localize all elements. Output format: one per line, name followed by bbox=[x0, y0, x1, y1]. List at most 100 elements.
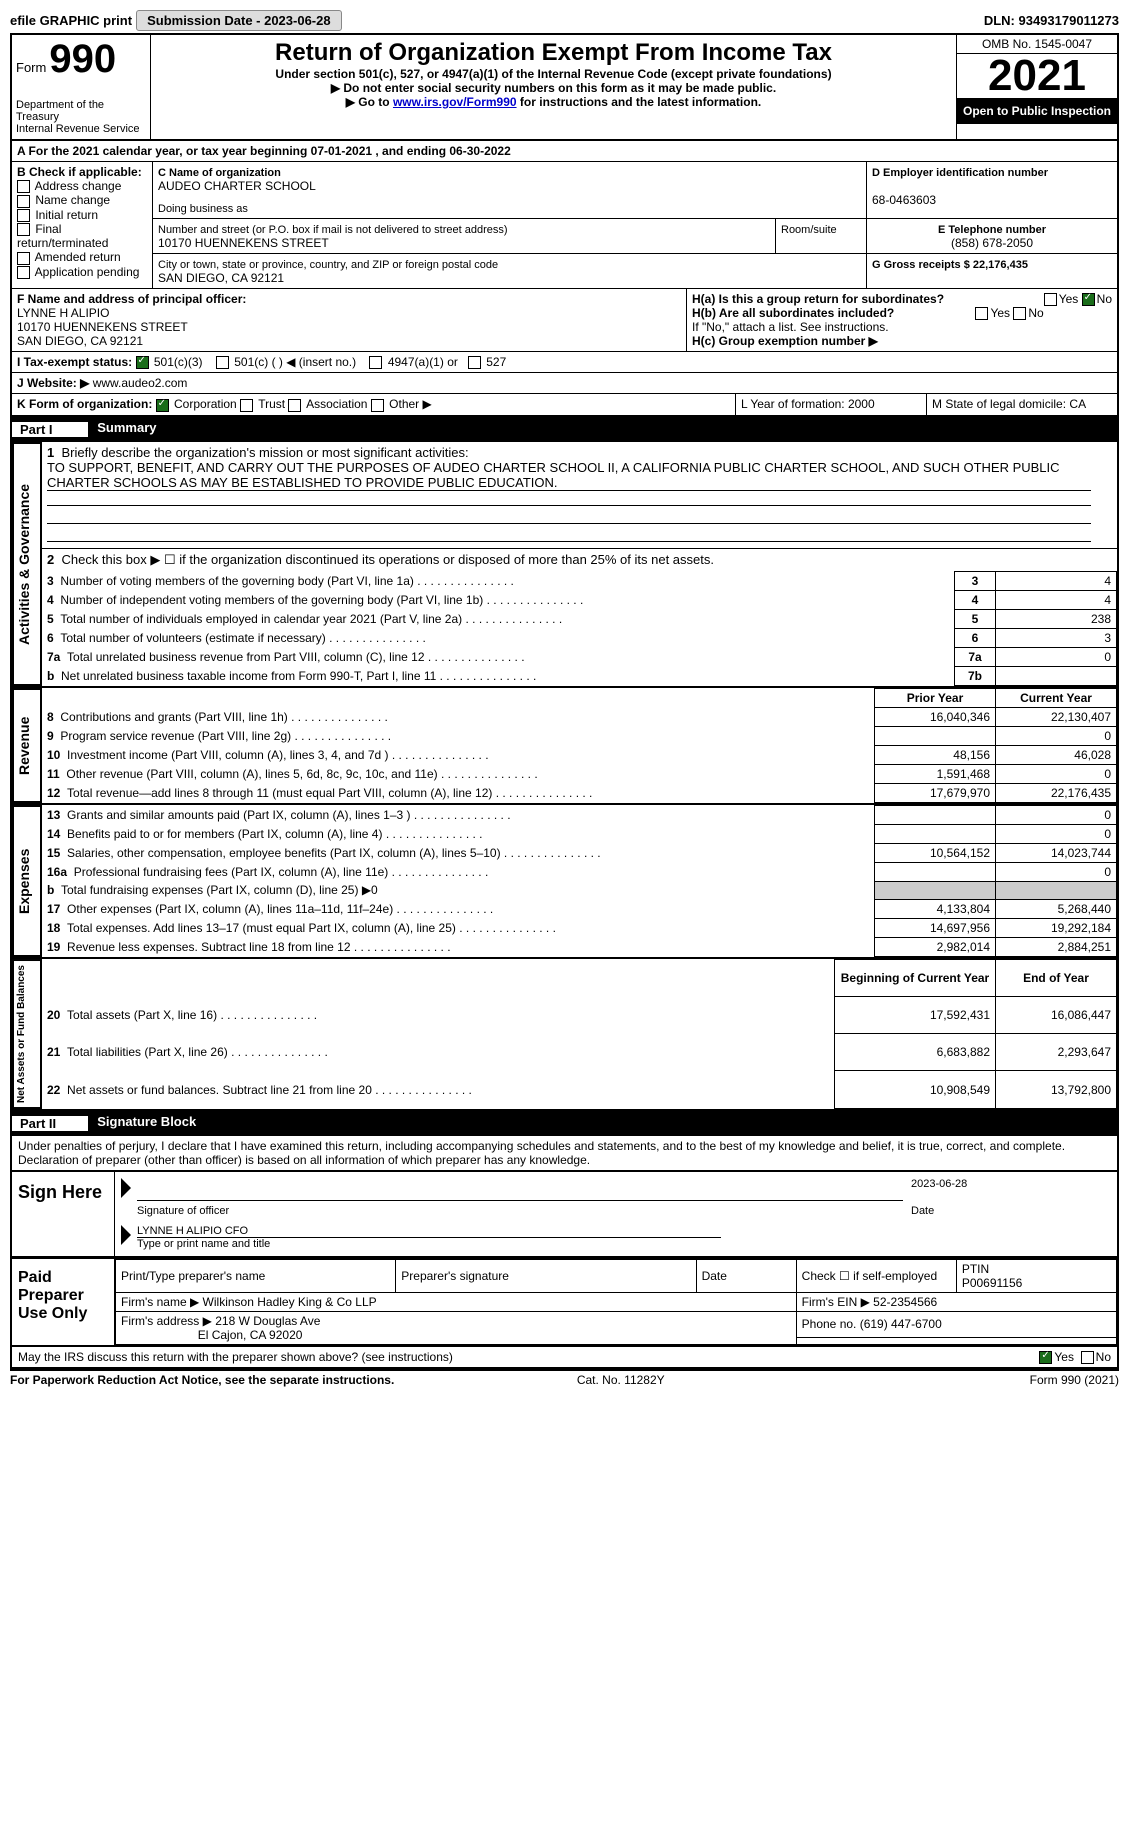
table-row: 6 Total number of volunteers (estimate i… bbox=[42, 628, 1117, 647]
c-label: C Name of organization bbox=[158, 167, 281, 179]
table-row: 4 Number of independent voting members o… bbox=[42, 590, 1117, 609]
officer-city: SAN DIEGO, CA 92121 bbox=[17, 334, 143, 348]
b-opt-4: Amended return bbox=[35, 250, 121, 264]
ptin-value: P00691156 bbox=[962, 1276, 1023, 1290]
application-pending-checkbox[interactable] bbox=[17, 266, 30, 279]
table-row: 9 Program service revenue (Part VIII, li… bbox=[42, 726, 1117, 745]
table-row: 20 Total assets (Part X, line 16) 17,592… bbox=[42, 996, 1117, 1033]
discuss-no: No bbox=[1096, 1350, 1111, 1364]
mission-text: TO SUPPORT, BENEFIT, AND CARRY OUT THE P… bbox=[47, 460, 1091, 491]
arrow-icon bbox=[121, 1178, 131, 1198]
tax-year: 2021 bbox=[957, 54, 1117, 98]
hb-note: If "No," attach a list. See instructions… bbox=[692, 320, 1112, 334]
b-label: B Check if applicable: bbox=[17, 165, 142, 179]
527-checkbox[interactable] bbox=[468, 356, 481, 369]
table-row: 11 Other revenue (Part VIII, column (A),… bbox=[42, 764, 1117, 783]
amended-return-checkbox[interactable] bbox=[17, 252, 30, 265]
k-opt-0: Corporation bbox=[174, 397, 237, 411]
prep-name-label: Print/Type preparer's name bbox=[116, 1259, 396, 1292]
table-row: 14 Benefits paid to or for members (Part… bbox=[42, 824, 1117, 843]
type-name-label: Type or print name and title bbox=[137, 1238, 1111, 1250]
d-label: D Employer identification number bbox=[872, 167, 1048, 179]
table-row: 12 Total revenue—add lines 8 through 11 … bbox=[42, 783, 1117, 802]
ha-no: No bbox=[1097, 292, 1112, 306]
firm-name: Wilkinson Hadley King & Co LLP bbox=[203, 1295, 377, 1309]
prep-date-label: Date bbox=[696, 1259, 796, 1292]
addr-value: 10170 HUENNEKENS STREET bbox=[158, 236, 329, 250]
4947-label: 4947(a)(1) or bbox=[388, 355, 458, 369]
trust-checkbox[interactable] bbox=[240, 399, 253, 412]
date-label: Date bbox=[911, 1205, 1111, 1217]
discuss-no-checkbox[interactable] bbox=[1081, 1351, 1094, 1364]
discuss-label: May the IRS discuss this return with the… bbox=[18, 1350, 453, 1364]
firm-name-label: Firm's name ▶ bbox=[121, 1295, 199, 1309]
sig-officer-label: Signature of officer bbox=[137, 1205, 229, 1217]
perjury-text: Under penalties of perjury, I declare th… bbox=[10, 1136, 1119, 1172]
addr-label: Number and street (or P.O. box if mail i… bbox=[158, 224, 508, 236]
501c3-label: 501(c)(3) bbox=[154, 355, 203, 369]
sign-here-label: Sign Here bbox=[12, 1172, 115, 1256]
part1-label: Part I bbox=[10, 420, 90, 439]
form-subtitle-3a: ▶ Go to bbox=[346, 95, 393, 109]
city-value: SAN DIEGO, CA 92121 bbox=[158, 271, 284, 285]
table-header-row: Prior YearCurrent Year bbox=[42, 688, 1117, 707]
room-label: Room/suite bbox=[781, 224, 837, 236]
phone-value: (858) 678-2050 bbox=[951, 236, 1033, 250]
g-label: G Gross receipts $ 22,176,435 bbox=[872, 259, 1028, 271]
hb-no-checkbox[interactable] bbox=[1013, 307, 1026, 320]
submission-date-button[interactable]: Submission Date - 2023-06-28 bbox=[136, 10, 342, 31]
side-expenses: Expenses bbox=[12, 805, 42, 957]
firm-addr-label: Firm's address ▶ bbox=[121, 1314, 212, 1328]
501c-checkbox[interactable] bbox=[216, 356, 229, 369]
i-label: I Tax-exempt status: bbox=[17, 355, 132, 369]
4947-checkbox[interactable] bbox=[369, 356, 382, 369]
ein-value: 68-0463603 bbox=[872, 193, 936, 207]
irs-label: Internal Revenue Service bbox=[16, 123, 146, 135]
side-revenue: Revenue bbox=[12, 688, 42, 803]
501c-label: 501(c) ( ) ◀ (insert no.) bbox=[234, 355, 356, 369]
org-name: AUDEO CHARTER SCHOOL bbox=[158, 179, 316, 193]
paid-preparer-label: Paid Preparer Use Only bbox=[12, 1259, 115, 1345]
ha-label: H(a) Is this a group return for subordin… bbox=[692, 292, 944, 306]
ha-yes-checkbox[interactable] bbox=[1044, 293, 1057, 306]
j-label: J Website: ▶ bbox=[17, 376, 89, 390]
other-checkbox[interactable] bbox=[371, 399, 384, 412]
table-row: 5 Total number of individuals employed i… bbox=[42, 609, 1117, 628]
check-self-label: Check ☐ if self-employed bbox=[796, 1259, 956, 1292]
final-return-checkbox[interactable] bbox=[17, 223, 30, 236]
side-governance: Activities & Governance bbox=[12, 442, 42, 686]
corp-checkbox[interactable] bbox=[156, 399, 169, 412]
hb-yes-checkbox[interactable] bbox=[975, 307, 988, 320]
part2-label: Part II bbox=[10, 1114, 90, 1133]
b-opt-5: Application pending bbox=[35, 265, 140, 279]
m-label: M State of legal domicile: CA bbox=[927, 394, 1117, 414]
form-word: Form bbox=[16, 60, 46, 75]
table-row: 22 Net assets or fund balances. Subtract… bbox=[42, 1071, 1117, 1108]
prep-sig-label: Preparer's signature bbox=[396, 1259, 696, 1292]
form-subtitle-3b: for instructions and the latest informat… bbox=[520, 95, 761, 109]
assoc-checkbox[interactable] bbox=[288, 399, 301, 412]
mission-label: Briefly describe the organization's miss… bbox=[61, 445, 468, 460]
firm-addr: 218 W Douglas Ave bbox=[215, 1314, 320, 1328]
initial-return-checkbox[interactable] bbox=[17, 209, 30, 222]
table-row: 7a Total unrelated business revenue from… bbox=[42, 647, 1117, 666]
calendar-year-line: A For the 2021 calendar year, or tax yea… bbox=[12, 141, 1117, 162]
table-row: 17 Other expenses (Part IX, column (A), … bbox=[42, 899, 1117, 918]
table-row: 10 Investment income (Part VIII, column … bbox=[42, 745, 1117, 764]
k-opt-1: Trust bbox=[258, 397, 285, 411]
address-change-checkbox[interactable] bbox=[17, 180, 30, 193]
ha-yes: Yes bbox=[1059, 292, 1079, 306]
discuss-yes-checkbox[interactable] bbox=[1039, 1351, 1052, 1364]
form990-link[interactable]: www.irs.gov/Form990 bbox=[393, 95, 517, 109]
ha-no-checkbox[interactable] bbox=[1082, 293, 1095, 306]
b-opt-2: Initial return bbox=[35, 208, 98, 222]
footer-mid: Cat. No. 11282Y bbox=[577, 1373, 665, 1387]
part2-title: Signature Block bbox=[97, 1114, 196, 1133]
footer-right: Form 990 (2021) bbox=[1030, 1373, 1119, 1387]
e-label: E Telephone number bbox=[938, 224, 1046, 236]
side-netassets: Net Assets or Fund Balances bbox=[12, 959, 42, 1109]
table-header-row: Beginning of Current YearEnd of Year bbox=[42, 959, 1117, 996]
501c3-checkbox[interactable] bbox=[136, 356, 149, 369]
line2-text: Check this box ▶ ☐ if the organization d… bbox=[61, 552, 714, 567]
name-change-checkbox[interactable] bbox=[17, 195, 30, 208]
